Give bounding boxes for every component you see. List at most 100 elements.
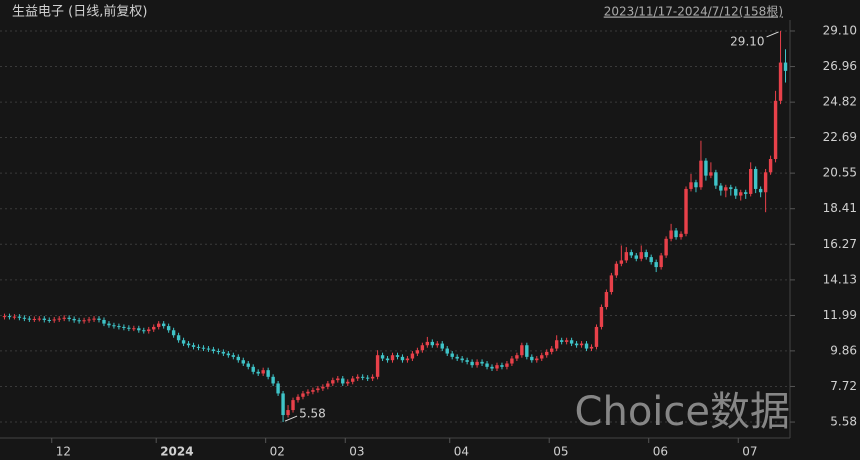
candle-body: [604, 292, 609, 307]
x-tick-label: 05: [553, 445, 568, 459]
candle-body: [564, 340, 569, 342]
candle-body: [724, 187, 728, 191]
candle-body: [599, 306, 604, 327]
candle-body: [634, 255, 638, 259]
candle-body: [515, 355, 519, 359]
y-tick-label: 20.55: [823, 166, 857, 180]
y-tick-label: 9.86: [830, 343, 857, 357]
candle-body: [47, 319, 51, 321]
candle-body: [460, 358, 464, 361]
candle-body: [52, 319, 56, 321]
candle-body: [530, 356, 534, 361]
candle-body: [709, 172, 713, 176]
annotation-label: 29.10: [730, 34, 764, 48]
candle-body: [82, 320, 86, 322]
candle-body: [639, 252, 643, 259]
candle-body: [679, 233, 683, 238]
candle-body: [336, 378, 340, 381]
candle-body: [480, 361, 484, 364]
x-tick-label: 02: [270, 445, 285, 459]
candle-body: [739, 192, 743, 196]
candle-body: [405, 358, 410, 361]
candle-body: [211, 349, 216, 352]
candle-body: [87, 319, 91, 321]
candle-body: [281, 393, 285, 416]
candle-body: [435, 343, 439, 346]
candle-body: [783, 62, 788, 71]
candle-body: [266, 370, 270, 377]
candle-body: [2, 316, 7, 318]
candle-body: [559, 340, 564, 342]
y-tick-label: 5.58: [830, 415, 857, 429]
candle-body: [276, 383, 280, 394]
candle-body: [62, 317, 66, 319]
candle-body: [186, 343, 191, 346]
candle-body: [569, 340, 574, 344]
candle-body: [624, 252, 629, 261]
y-tick-label: 11.99: [823, 308, 857, 322]
candle-body: [773, 100, 778, 160]
candle-body: [152, 326, 156, 330]
candle-body: [112, 325, 116, 327]
candle-body: [689, 182, 693, 189]
candle-body: [191, 345, 196, 347]
candle-body: [734, 188, 738, 196]
candle-body: [375, 355, 380, 377]
candle-body: [714, 172, 718, 186]
annotation-arrow: [766, 31, 779, 38]
candle-body: [589, 346, 594, 349]
watermark: Choice数据: [575, 389, 790, 435]
candle-body: [758, 188, 763, 193]
candle-body: [768, 159, 773, 173]
candle-body: [500, 365, 504, 367]
date-range: 2023/11/17-2024/7/12(158根): [604, 5, 783, 19]
candle-body: [17, 316, 22, 318]
candle-body: [271, 376, 275, 384]
candle-body: [326, 383, 330, 387]
candle-body: [127, 327, 131, 329]
candle-body: [251, 366, 255, 372]
candle-body: [92, 318, 96, 320]
candle-body: [365, 377, 370, 379]
candle-body: [748, 168, 753, 194]
candle-body: [729, 187, 733, 189]
candle-body: [400, 356, 405, 361]
candle-body: [256, 371, 260, 374]
candle-body: [142, 330, 146, 332]
candle-body: [286, 410, 290, 416]
x-tick-label: 04: [454, 445, 469, 459]
candle-body: [415, 350, 420, 354]
candle-body: [669, 230, 673, 239]
candle-body: [360, 376, 365, 378]
candle-body: [176, 335, 181, 341]
candle-body: [196, 346, 201, 348]
candle-body: [137, 328, 141, 331]
candle-body: [609, 275, 614, 293]
candle-body: [291, 400, 295, 411]
candle-body: [525, 345, 529, 357]
candle-body: [161, 323, 166, 327]
candle-body: [216, 351, 221, 353]
candle-body: [470, 361, 474, 366]
candle-body: [410, 353, 415, 359]
candle-body: [122, 326, 126, 328]
candle-body: [674, 230, 678, 238]
y-tick-label: 18.41: [823, 201, 857, 215]
candle-body: [704, 160, 708, 176]
candle-body: [7, 316, 12, 318]
candle-body: [370, 376, 375, 379]
candle-body: [316, 388, 320, 391]
candle-body: [355, 376, 360, 379]
y-tick-label: 26.96: [823, 59, 857, 73]
candle-body: [12, 316, 17, 318]
candle-body: [157, 323, 161, 327]
candle-body: [102, 319, 106, 324]
x-tick-label: 12: [56, 445, 71, 459]
candle-body: [226, 353, 231, 356]
y-tick-label: 29.10: [823, 23, 857, 37]
candle-body: [629, 252, 633, 256]
candle-body: [719, 185, 723, 191]
candle-body: [351, 378, 355, 382]
